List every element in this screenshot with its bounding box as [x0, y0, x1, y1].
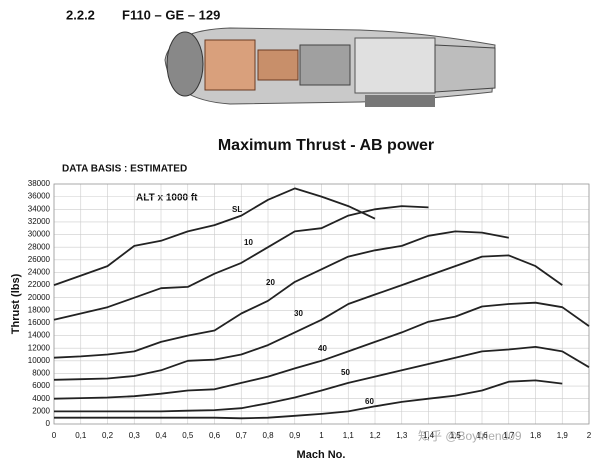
x-tick-label: 1	[319, 431, 324, 440]
y-tick-label: 36000	[28, 192, 51, 201]
x-tick-label: 2	[587, 431, 592, 440]
plot-frame	[53, 183, 590, 425]
x-tick-label: 1,2	[369, 431, 381, 440]
x-tick-label: 0,6	[209, 431, 221, 440]
thrust-line	[53, 254, 563, 381]
y-tick-label: 2000	[32, 406, 50, 415]
thrust-line	[54, 346, 590, 413]
y-tick-label: 34000	[28, 204, 51, 213]
x-tick-label: 0,5	[182, 431, 194, 440]
chart-title: Maximum Thrust - AB power	[218, 137, 434, 154]
y-tick-label: 26000	[28, 255, 51, 264]
y-tick-label: 28000	[28, 242, 51, 251]
line-label: 40	[318, 344, 327, 353]
y-tick-label: 18000	[28, 305, 51, 314]
y-axis-label: Thrust (lbs)	[10, 273, 22, 334]
x-tick-label: 0,8	[262, 431, 274, 440]
thrust-line	[53, 301, 590, 400]
y-tick-label: 22000	[28, 280, 51, 289]
engine-illustration	[164, 27, 496, 107]
x-tick-label: 0,2	[102, 431, 114, 440]
x-tick-label: 1,4	[423, 431, 435, 440]
x-tick-label: 1,8	[530, 431, 542, 440]
y-tick-label: 10000	[28, 356, 51, 365]
y-tick-label: 14000	[28, 331, 51, 340]
y-tick-label: 6000	[32, 381, 50, 390]
section-number: 2.2.2	[66, 7, 95, 22]
line-label: SL	[232, 205, 242, 214]
line-label: 50	[341, 368, 350, 377]
line-label: 30	[294, 309, 303, 318]
y-tick-label: 30000	[28, 230, 51, 239]
y-tick-label: 32000	[28, 217, 51, 226]
line-label: 10	[244, 238, 253, 247]
x-tick-label: 0,1	[75, 431, 87, 440]
x-tick-label: 1,3	[396, 431, 408, 440]
thrust-line	[54, 379, 563, 420]
engine-name: F110 – GE – 129	[122, 7, 220, 22]
thrust-line	[53, 230, 509, 359]
y-tick-label: 12000	[28, 343, 51, 352]
x-tick-label: 0	[52, 431, 57, 440]
line-label: 20	[266, 278, 275, 287]
thrust-line	[53, 187, 376, 286]
x-tick-label: 0,9	[289, 431, 301, 440]
x-tick-label: 1,6	[476, 431, 488, 440]
x-tick-label: 1,5	[450, 431, 462, 440]
line-label: 60	[365, 397, 374, 406]
thrust-line	[53, 205, 429, 321]
y-tick-label: 4000	[32, 394, 50, 403]
x-tick-label: 1,7	[503, 431, 515, 440]
y-tick-label: 24000	[28, 268, 51, 277]
x-tick-label: 1,9	[557, 431, 569, 440]
x-tick-label: 0,4	[155, 431, 167, 440]
x-axis-label: Mach No.	[297, 449, 346, 461]
watermark: 知乎 @Boyfriend09	[418, 429, 522, 443]
x-tick-label: 0,7	[236, 431, 248, 440]
x-tick-label: 1,1	[343, 431, 355, 440]
y-tick-label: 16000	[28, 318, 51, 327]
y-tick-label: 38000	[28, 179, 51, 188]
annotation: ALT x 1000 ft	[136, 193, 198, 204]
x-tick-label: 0,3	[129, 431, 141, 440]
y-tick-label: 8000	[32, 369, 50, 378]
subtitle: DATA BASIS : ESTIMATED	[62, 164, 187, 175]
y-tick-label: 0	[46, 419, 51, 428]
y-tick-label: 20000	[28, 293, 51, 302]
